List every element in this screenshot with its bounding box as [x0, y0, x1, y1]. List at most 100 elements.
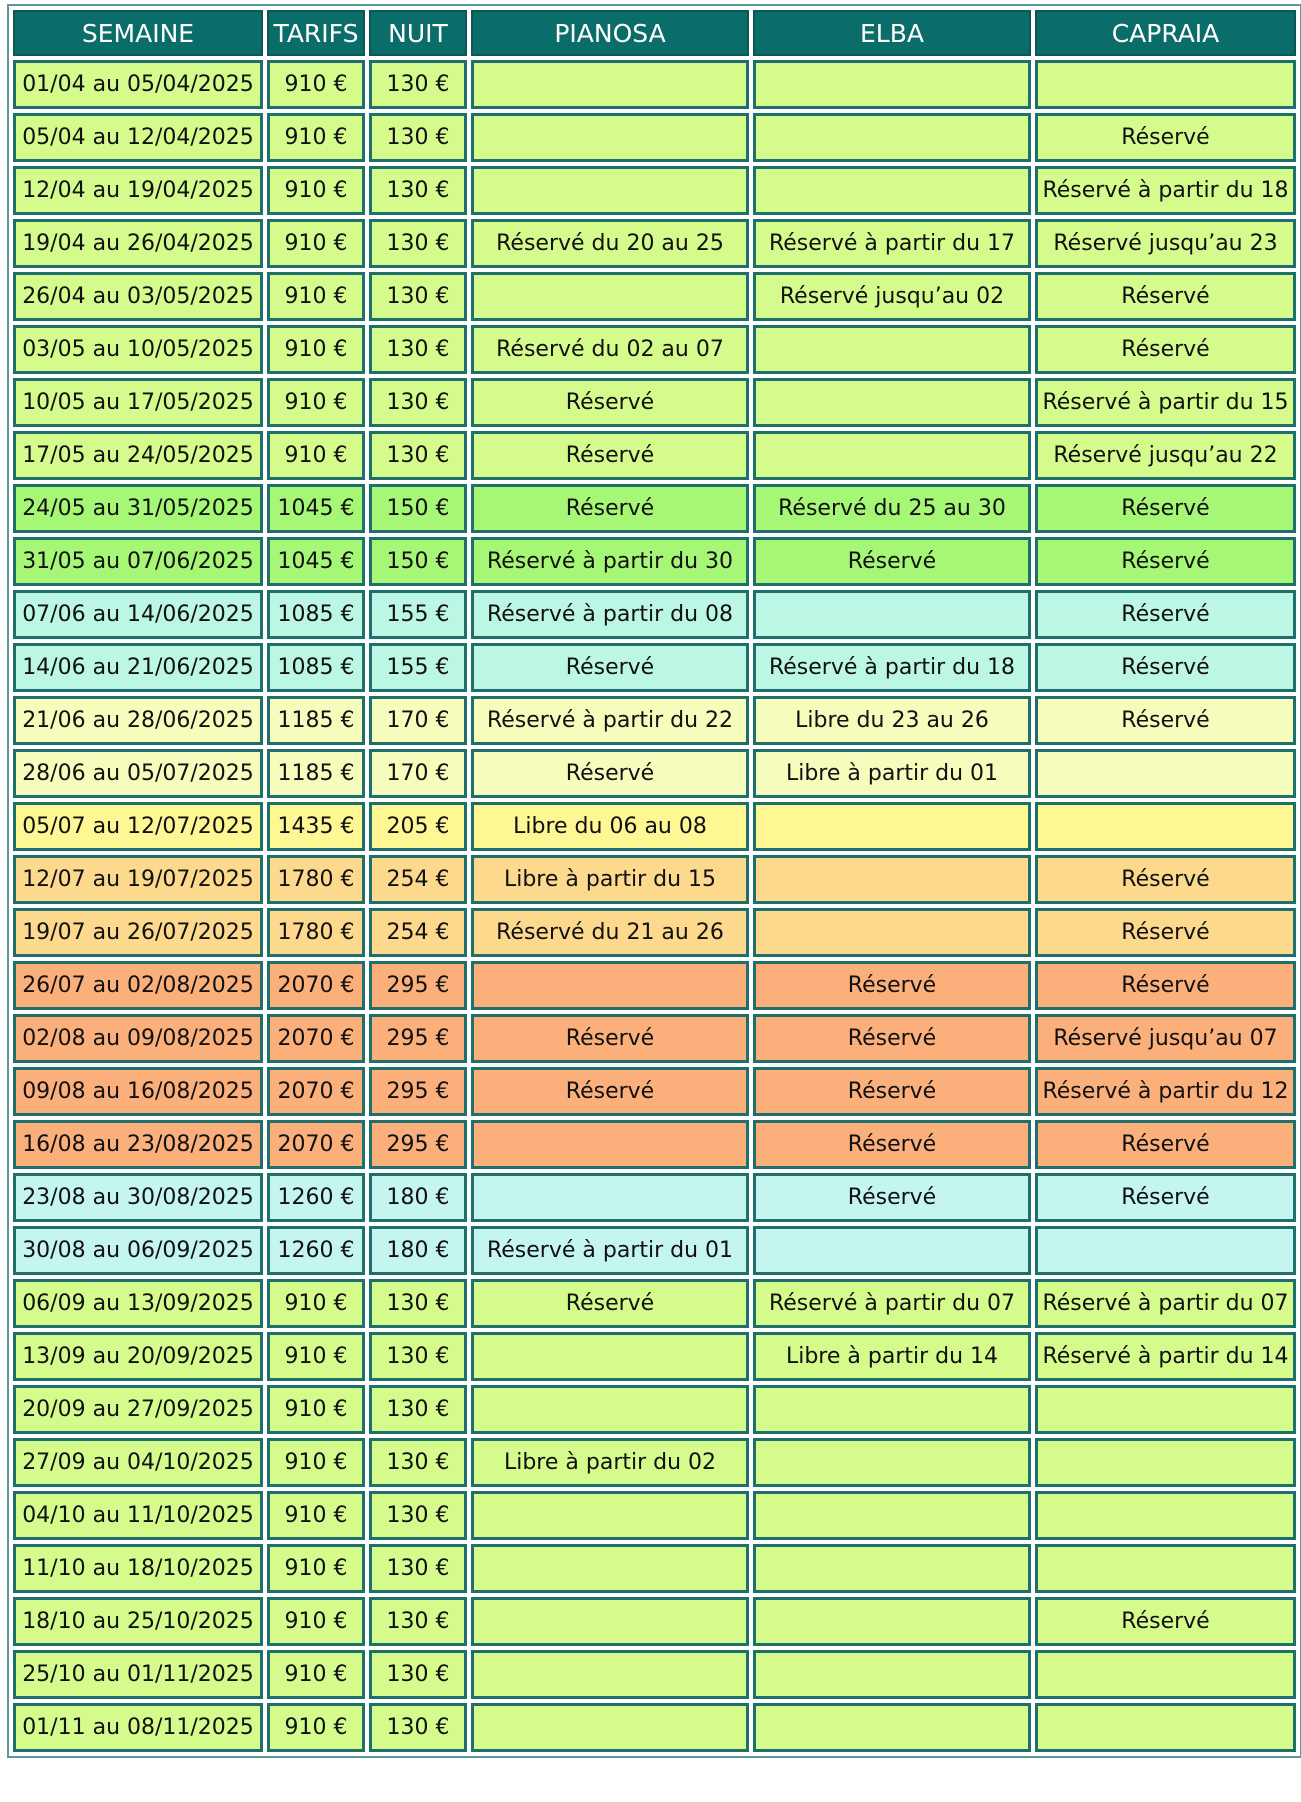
cell-pianosa	[471, 60, 749, 109]
cell-nuit: 180 €	[369, 1226, 467, 1275]
cell-nuit: 254 €	[369, 855, 467, 904]
cell-tarif: 1260 €	[267, 1173, 365, 1222]
cell-elba	[753, 325, 1031, 374]
cell-elba	[753, 1491, 1031, 1540]
table-row: 09/08 au 16/08/2025 2070 €295 € Réservé Rés…	[13, 1067, 1296, 1116]
header-capraia: CAPRAIA	[1035, 10, 1296, 56]
cell-elba	[753, 166, 1031, 215]
cell-capraia: Réservé à partir du 14	[1035, 1332, 1296, 1381]
table-row: 05/07 au 12/07/2025 1435 €205 € Libre du 0…	[13, 802, 1296, 851]
cell-capraia: Réservé	[1035, 272, 1296, 321]
cell-elba: Réservé	[753, 1014, 1031, 1063]
cell-capraia: Réservé	[1035, 696, 1296, 745]
table-row: 07/06 au 14/06/2025 1085 €155 € Réservé à …	[13, 590, 1296, 639]
cell-semaine: 13/09 au 20/09/2025	[13, 1332, 263, 1381]
cell-semaine: 12/07 au 19/07/2025	[13, 855, 263, 904]
cell-capraia: Réservé	[1035, 484, 1296, 533]
cell-semaine: 31/05 au 07/06/2025	[13, 537, 263, 586]
cell-elba: Réservé	[753, 1120, 1031, 1169]
cell-capraia: Réservé jusqu’au 23	[1035, 219, 1296, 268]
cell-pianosa: Réservé	[471, 749, 749, 798]
cell-pianosa: Réservé du 20 au 25	[471, 219, 749, 268]
cell-semaine: 23/08 au 30/08/2025	[13, 1173, 263, 1222]
cell-capraia	[1035, 749, 1296, 798]
cell-pianosa: Libre du 06 au 08	[471, 802, 749, 851]
cell-elba	[753, 1438, 1031, 1487]
cell-semaine: 26/04 au 03/05/2025	[13, 272, 263, 321]
table-row: 24/05 au 31/05/2025 1045 €150 € Réservé Rés…	[13, 484, 1296, 533]
cell-elba	[753, 1703, 1031, 1752]
cell-tarif: 2070 €	[267, 1120, 365, 1169]
cell-capraia: Réservé	[1035, 961, 1296, 1010]
cell-tarif: 1435 €	[267, 802, 365, 851]
table-row: 26/04 au 03/05/2025 910 €130 € Réservé jus…	[13, 272, 1296, 321]
cell-semaine: 27/09 au 04/10/2025	[13, 1438, 263, 1487]
cell-semaine: 04/10 au 11/10/2025	[13, 1491, 263, 1540]
cell-capraia: Réservé	[1035, 1173, 1296, 1222]
cell-elba	[753, 855, 1031, 904]
cell-elba	[753, 431, 1031, 480]
cell-tarif: 910 €	[267, 219, 365, 268]
table-row: 21/06 au 28/06/2025 1185 €170 € Réservé à …	[13, 696, 1296, 745]
table-row: 19/04 au 26/04/2025 910 €130 € Réservé du …	[13, 219, 1296, 268]
cell-semaine: 07/06 au 14/06/2025	[13, 590, 263, 639]
cell-tarif: 910 €	[267, 272, 365, 321]
cell-tarif: 910 €	[267, 60, 365, 109]
cell-tarif: 2070 €	[267, 1067, 365, 1116]
header-tarifs: TARIFS	[267, 10, 365, 56]
table-row: 18/10 au 25/10/2025 910 €130 € Réservé	[13, 1597, 1296, 1646]
cell-capraia: Réservé à partir du 15	[1035, 378, 1296, 427]
cell-tarif: 910 €	[267, 1544, 365, 1593]
cell-nuit: 130 €	[369, 60, 467, 109]
cell-tarif: 1085 €	[267, 643, 365, 692]
cell-elba	[753, 1597, 1031, 1646]
cell-tarif: 1045 €	[267, 537, 365, 586]
cell-tarif: 910 €	[267, 1385, 365, 1434]
cell-nuit: 130 €	[369, 219, 467, 268]
cell-elba: Réservé à partir du 17	[753, 219, 1031, 268]
cell-capraia: Réservé	[1035, 1120, 1296, 1169]
cell-nuit: 150 €	[369, 484, 467, 533]
table-row: 04/10 au 11/10/2025 910 €130 €	[13, 1491, 1296, 1540]
cell-semaine: 14/06 au 21/06/2025	[13, 643, 263, 692]
cell-capraia: Réservé	[1035, 1597, 1296, 1646]
cell-elba: Réservé	[753, 537, 1031, 586]
cell-nuit: 130 €	[369, 272, 467, 321]
cell-semaine: 02/08 au 09/08/2025	[13, 1014, 263, 1063]
cell-tarif: 910 €	[267, 1332, 365, 1381]
cell-elba	[753, 590, 1031, 639]
cell-nuit: 130 €	[369, 1279, 467, 1328]
cell-elba	[753, 1385, 1031, 1434]
cell-nuit: 295 €	[369, 1014, 467, 1063]
cell-pianosa	[471, 1385, 749, 1434]
cell-tarif: 910 €	[267, 1597, 365, 1646]
cell-pianosa	[471, 166, 749, 215]
cell-capraia: Réservé	[1035, 855, 1296, 904]
cell-capraia: Réservé à partir du 18	[1035, 166, 1296, 215]
header-pianosa: PIANOSA	[471, 10, 749, 56]
cell-tarif: 1260 €	[267, 1226, 365, 1275]
cell-pianosa: Réservé	[471, 378, 749, 427]
cell-capraia: Réservé à partir du 07	[1035, 1279, 1296, 1328]
cell-elba	[753, 1650, 1031, 1699]
cell-elba	[753, 378, 1031, 427]
cell-nuit: 170 €	[369, 749, 467, 798]
cell-nuit: 295 €	[369, 1067, 467, 1116]
cell-pianosa	[471, 1491, 749, 1540]
cell-capraia: Réservé	[1035, 113, 1296, 162]
cell-pianosa: Réservé du 02 au 07	[471, 325, 749, 374]
table-row: 20/09 au 27/09/2025 910 €130 €	[13, 1385, 1296, 1434]
cell-tarif: 1185 €	[267, 696, 365, 745]
cell-semaine: 20/09 au 27/09/2025	[13, 1385, 263, 1434]
cell-elba: Libre du 23 au 26	[753, 696, 1031, 745]
cell-nuit: 180 €	[369, 1173, 467, 1222]
cell-nuit: 130 €	[369, 1703, 467, 1752]
cell-semaine: 19/07 au 26/07/2025	[13, 908, 263, 957]
cell-nuit: 130 €	[369, 378, 467, 427]
table-row: 30/08 au 06/09/2025 1260 €180 € Réservé à …	[13, 1226, 1296, 1275]
cell-nuit: 130 €	[369, 1438, 467, 1487]
cell-capraia: Réservé à partir du 12	[1035, 1067, 1296, 1116]
cell-semaine: 18/10 au 25/10/2025	[13, 1597, 263, 1646]
cell-pianosa: Réservé du 21 au 26	[471, 908, 749, 957]
cell-elba: Réservé jusqu’au 02	[753, 272, 1031, 321]
